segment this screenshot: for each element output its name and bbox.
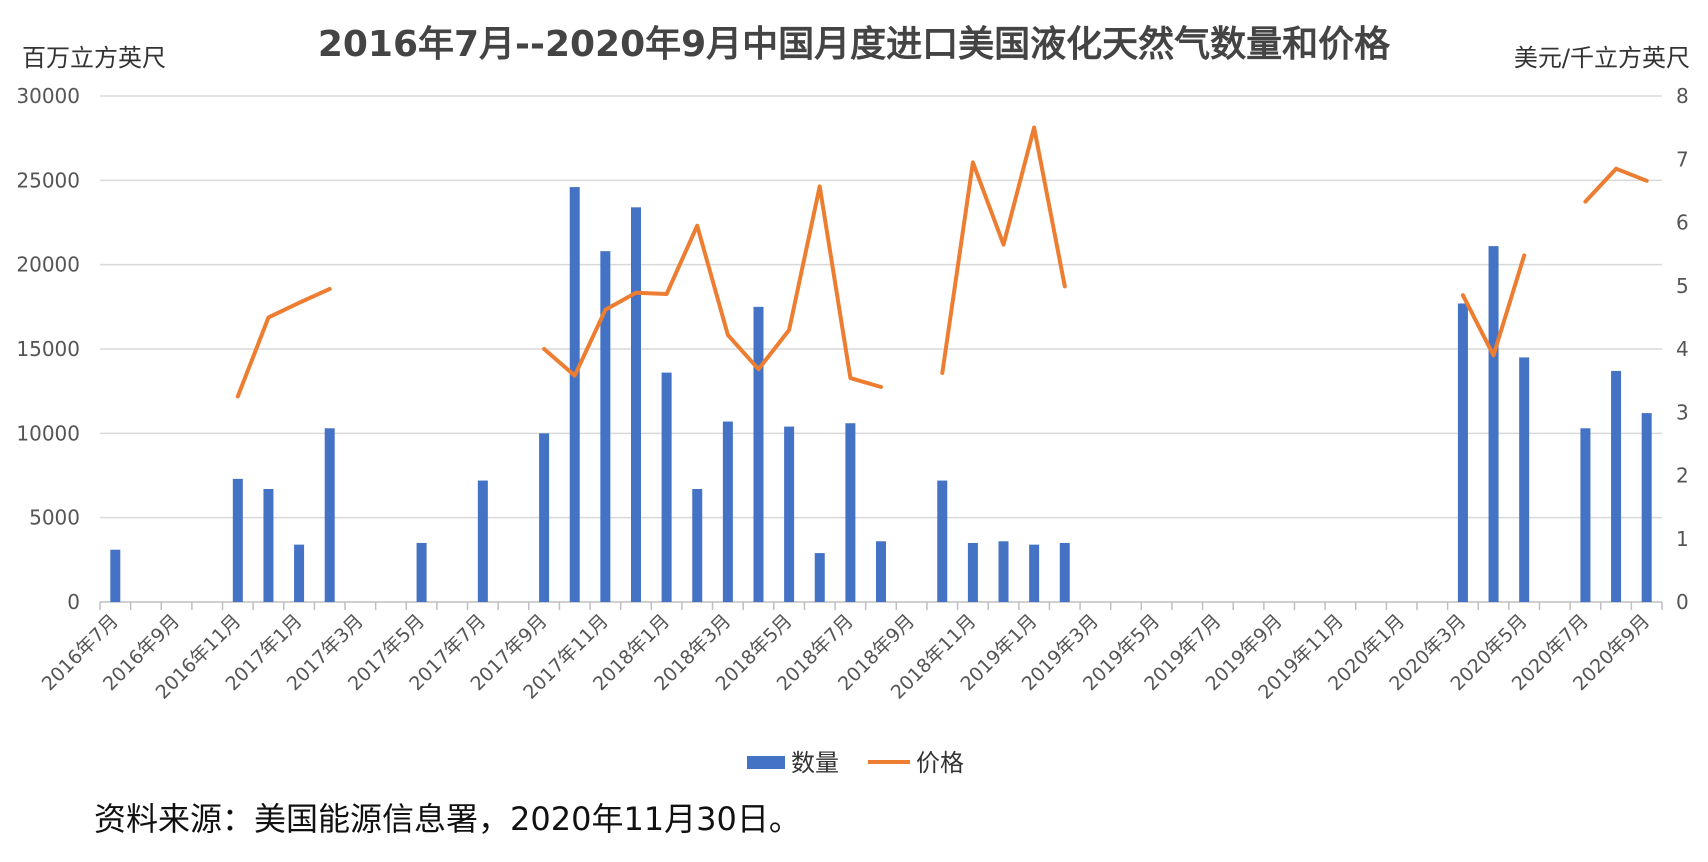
left-tick-label: 10000 (16, 421, 80, 445)
bar (1611, 370, 1622, 602)
bar (477, 480, 488, 602)
source-note: 资料来源：美国能源信息署，2020年11月30日。 (94, 800, 801, 838)
bar (1457, 303, 1468, 602)
bar (1580, 428, 1591, 602)
bar (1519, 357, 1530, 602)
bar (753, 306, 764, 602)
right-axis-ticks: 0 1 2 3 4 5 6 7 8 (1676, 84, 1689, 614)
bar (998, 541, 1009, 602)
bar (876, 541, 886, 602)
price-line-segment (1583, 166, 1649, 204)
right-tick-label: 8 (1676, 84, 1689, 108)
bar (569, 187, 580, 602)
bar (232, 478, 243, 602)
bar (110, 549, 121, 602)
bar (937, 480, 948, 602)
bar (630, 207, 641, 602)
left-axis-ticks: 0 5000 10000 15000 20000 25000 30000 (16, 84, 80, 614)
legend-swatch-quantity (747, 756, 785, 769)
x-axis: 2016年7月2016年9月2016年11月2017年1月2017年3月2017… (38, 602, 1663, 704)
right-tick-label: 1 (1676, 527, 1689, 551)
bar (692, 488, 703, 602)
bar (263, 488, 274, 602)
right-tick-label: 3 (1676, 400, 1689, 424)
legend: 数量 价格 (747, 749, 964, 777)
legend-label-price: 价格 (916, 749, 964, 777)
legend-label-quantity: 数量 (791, 749, 839, 777)
price-line-segment (235, 286, 332, 399)
left-axis-title: 百万立方英尺 (22, 44, 166, 72)
left-tick-label: 0 (67, 590, 80, 614)
right-tick-label: 6 (1676, 211, 1689, 235)
bar (324, 428, 335, 602)
bar (1488, 246, 1499, 602)
right-axis-title: 美元/千立方英尺 (1514, 44, 1690, 72)
bar (784, 426, 795, 602)
chart-title: 2016年7月--2020年9月中国月度进口美国液化天然气数量和价格 (318, 23, 1391, 65)
bar (294, 544, 305, 602)
left-tick-label: 15000 (16, 337, 80, 361)
right-tick-label: 4 (1676, 337, 1689, 361)
right-tick-label: 7 (1676, 147, 1689, 171)
bar (539, 433, 550, 602)
bar (416, 542, 427, 602)
right-tick-label: 5 (1676, 274, 1689, 298)
price-line (235, 125, 1649, 399)
bar (814, 553, 825, 602)
left-tick-label: 30000 (16, 84, 80, 108)
price-line-segment (542, 184, 883, 389)
bar (967, 542, 978, 602)
bar (722, 421, 733, 602)
bar (1641, 413, 1652, 602)
right-tick-label: 0 (1676, 590, 1689, 614)
left-tick-label: 25000 (16, 168, 80, 192)
left-tick-label: 20000 (16, 253, 80, 277)
bar (1029, 544, 1040, 602)
price-line-segment (1460, 253, 1527, 358)
bar (845, 423, 856, 602)
bar (1059, 542, 1070, 602)
bar (661, 372, 672, 602)
right-tick-label: 2 (1676, 464, 1689, 488)
gridlines (100, 95, 1662, 603)
bar (600, 251, 611, 602)
quantity-bars (110, 187, 1652, 602)
price-line-segment (940, 125, 1067, 375)
left-tick-label: 5000 (29, 506, 80, 530)
